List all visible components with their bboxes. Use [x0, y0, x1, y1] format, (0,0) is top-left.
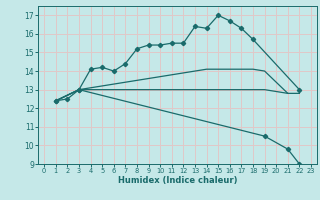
X-axis label: Humidex (Indice chaleur): Humidex (Indice chaleur) — [118, 176, 237, 185]
